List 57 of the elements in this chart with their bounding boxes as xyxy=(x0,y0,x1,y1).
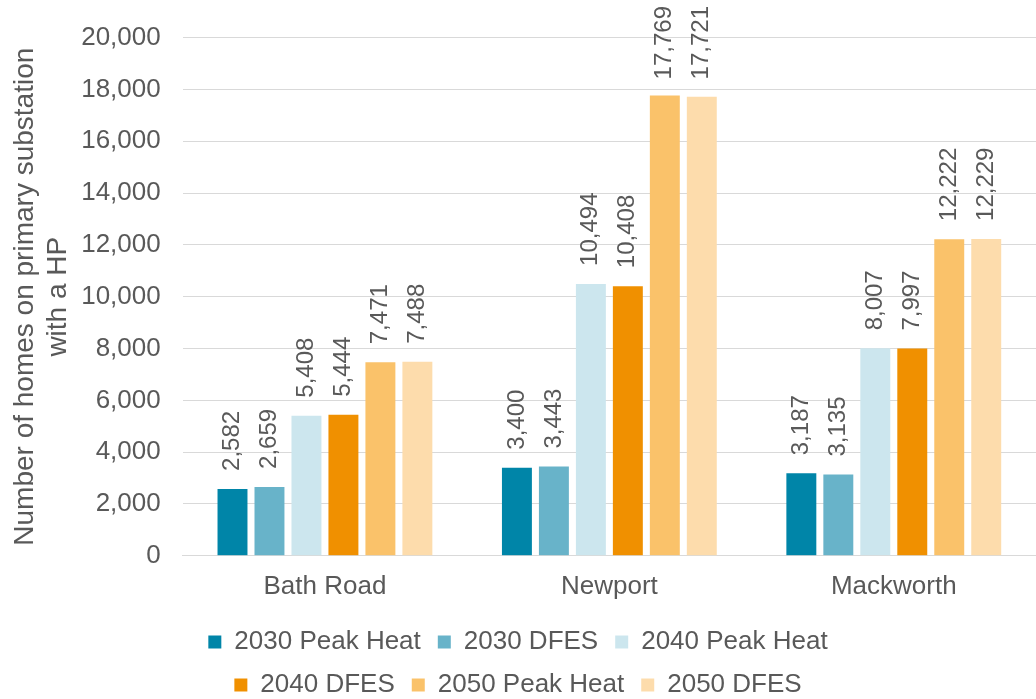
bar xyxy=(291,415,322,556)
x-tick-label: Bath Road xyxy=(263,569,387,600)
y-tick-label: 14,000 xyxy=(81,176,161,207)
legend-label: 2030 DFES xyxy=(463,625,599,656)
data-label: 3,135 xyxy=(822,396,850,457)
data-label: 3,187 xyxy=(785,395,813,456)
y-tick-label: 10,000 xyxy=(81,279,161,310)
data-label: 5,408 xyxy=(291,337,319,398)
y-tick-label: 2,000 xyxy=(95,487,161,518)
x-tick-label: Newport xyxy=(560,569,659,600)
data-label: 17,769 xyxy=(649,6,677,80)
y-tick-label: 20,000 xyxy=(81,20,161,51)
y-tick-label: 4,000 xyxy=(95,435,161,466)
bar xyxy=(328,414,359,556)
data-label: 2,582 xyxy=(217,410,245,471)
legend-label: 2030 Peak Heat xyxy=(234,625,422,656)
bar xyxy=(538,466,569,556)
legend-label: 2040 DFES xyxy=(260,668,395,699)
y-tick-label: 18,000 xyxy=(81,72,161,103)
data-label: 17,721 xyxy=(686,6,714,80)
data-label: 8,007 xyxy=(859,270,887,331)
data-label: 7,997 xyxy=(896,270,924,331)
bar xyxy=(402,361,433,556)
data-label: 5,444 xyxy=(328,336,356,397)
legend-label: 2050 Peak Heat xyxy=(437,668,626,699)
bar xyxy=(612,286,643,556)
x-tick-label: Mackworth xyxy=(830,569,957,600)
data-label: 7,471 xyxy=(365,284,393,345)
legend-label: 2040 Peak Heat xyxy=(641,625,829,656)
y-tick-label: 0 xyxy=(146,538,161,569)
y-tick-label: 8,000 xyxy=(95,331,161,362)
y-tick-label: 16,000 xyxy=(81,124,161,155)
bar xyxy=(860,348,891,556)
bar xyxy=(575,283,606,556)
data-label: 2,659 xyxy=(254,408,282,469)
data-label: 12,222 xyxy=(933,147,961,222)
data-label: 10,494 xyxy=(575,192,603,266)
bar xyxy=(897,348,928,556)
bar xyxy=(501,467,532,556)
bar xyxy=(934,239,965,556)
bar xyxy=(686,96,717,556)
data-label: 12,229 xyxy=(970,147,998,221)
data-label: 3,443 xyxy=(538,388,566,449)
bar xyxy=(254,486,285,556)
y-tick-label: 12,000 xyxy=(81,228,161,259)
legend-label: 2050 DFES xyxy=(667,668,802,699)
data-label: 10,408 xyxy=(612,194,640,269)
bar xyxy=(217,488,248,556)
y-tick-label: 6,000 xyxy=(95,383,161,414)
y-axis-title: Number of homes on primary substation with a HP xyxy=(7,47,73,546)
bar xyxy=(823,474,854,556)
data-label: 3,400 xyxy=(501,389,529,450)
data-label: 7,488 xyxy=(402,283,429,344)
bar xyxy=(365,362,396,556)
bar xyxy=(649,95,680,556)
bar xyxy=(786,473,817,556)
bar xyxy=(971,238,1002,556)
